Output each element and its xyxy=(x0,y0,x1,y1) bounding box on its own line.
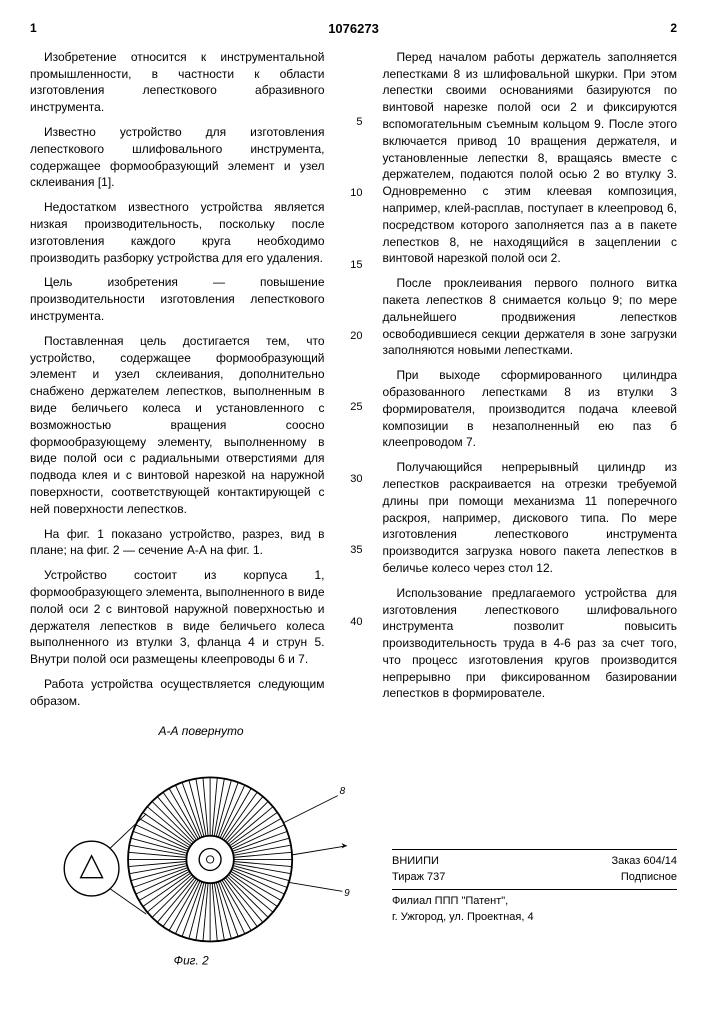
line-marker: 25 xyxy=(345,400,363,415)
paragraph: При выходе сформированного цилиндра обра… xyxy=(383,367,678,451)
paragraph: После проклеивания первого полного витка… xyxy=(383,275,678,359)
paragraph: Недостатком известного устройства являет… xyxy=(30,199,325,266)
column-right: Перед началом работы держатель заполняет… xyxy=(383,49,678,718)
bottom-layout: А-А повернуто 8 9 Фиг. 2 ВНИИПИ Заказ 604/… xyxy=(30,717,677,996)
paragraph: На фиг. 1 показано устройство, разрез, в… xyxy=(30,526,325,560)
paragraph: Использование предлагаемого устройства д… xyxy=(383,585,678,703)
line-marker: 5 xyxy=(345,115,363,130)
line-marker: 15 xyxy=(345,258,363,273)
footer-area: ВНИИПИ Заказ 604/14 Тираж 737 Подписное … xyxy=(392,717,677,925)
svg-text:8: 8 xyxy=(340,786,346,797)
footer-address: г. Ужгород, ул. Проектная, 4 xyxy=(392,910,677,925)
text-columns: Изобретение относится к инструментальной… xyxy=(30,49,677,718)
line-marker: 40 xyxy=(345,615,363,630)
paragraph: Известно устройство для изготовления леп… xyxy=(30,124,325,191)
paragraph: Изобретение относится к инструментальной… xyxy=(30,49,325,116)
paragraph: Устройство состоит из корпуса 1, формооб… xyxy=(30,567,325,668)
svg-text:9: 9 xyxy=(344,888,350,899)
document-number: 1076273 xyxy=(328,20,379,38)
line-marker: 10 xyxy=(345,186,363,201)
page-num-left: 1 xyxy=(30,20,37,37)
figure-caption: А-А повернуто xyxy=(30,723,372,740)
line-number-gutter: 5 10 15 20 25 30 35 40 xyxy=(345,49,363,718)
footer-order: Заказ 604/14 xyxy=(611,854,677,869)
paragraph: Перед началом работы держатель заполняет… xyxy=(383,49,678,267)
footer-box: ВНИИПИ Заказ 604/14 Тираж 737 Подписное … xyxy=(392,849,677,925)
figure-2-diagram: 8 9 Фиг. 2 xyxy=(46,744,356,984)
column-left: Изобретение относится к инструментальной… xyxy=(30,49,325,718)
line-marker: 35 xyxy=(345,543,363,558)
footer-org: ВНИИПИ xyxy=(392,854,439,869)
page-num-right: 2 xyxy=(670,20,677,37)
line-marker: 30 xyxy=(345,472,363,487)
page-header: 1 1076273 2 xyxy=(30,20,677,37)
line-marker: 20 xyxy=(345,329,363,344)
footer-filial: Филиал ППП "Патент", xyxy=(392,894,677,909)
figure-area: А-А повернуто 8 9 Фиг. 2 xyxy=(30,717,372,996)
paragraph: Получающийся непрерывный цилиндр из лепе… xyxy=(383,459,678,577)
footer-tirazh: Тираж 737 xyxy=(392,870,445,885)
footer-podpisnoe: Подписное xyxy=(621,870,677,885)
paragraph: Цель изобретения — повышение производите… xyxy=(30,274,325,324)
paragraph: Поставленная цель достигается тем, что у… xyxy=(30,333,325,518)
paragraph: Работа устройства осуществляется следующ… xyxy=(30,676,325,710)
svg-text:Фиг. 2: Фиг. 2 xyxy=(174,954,209,968)
